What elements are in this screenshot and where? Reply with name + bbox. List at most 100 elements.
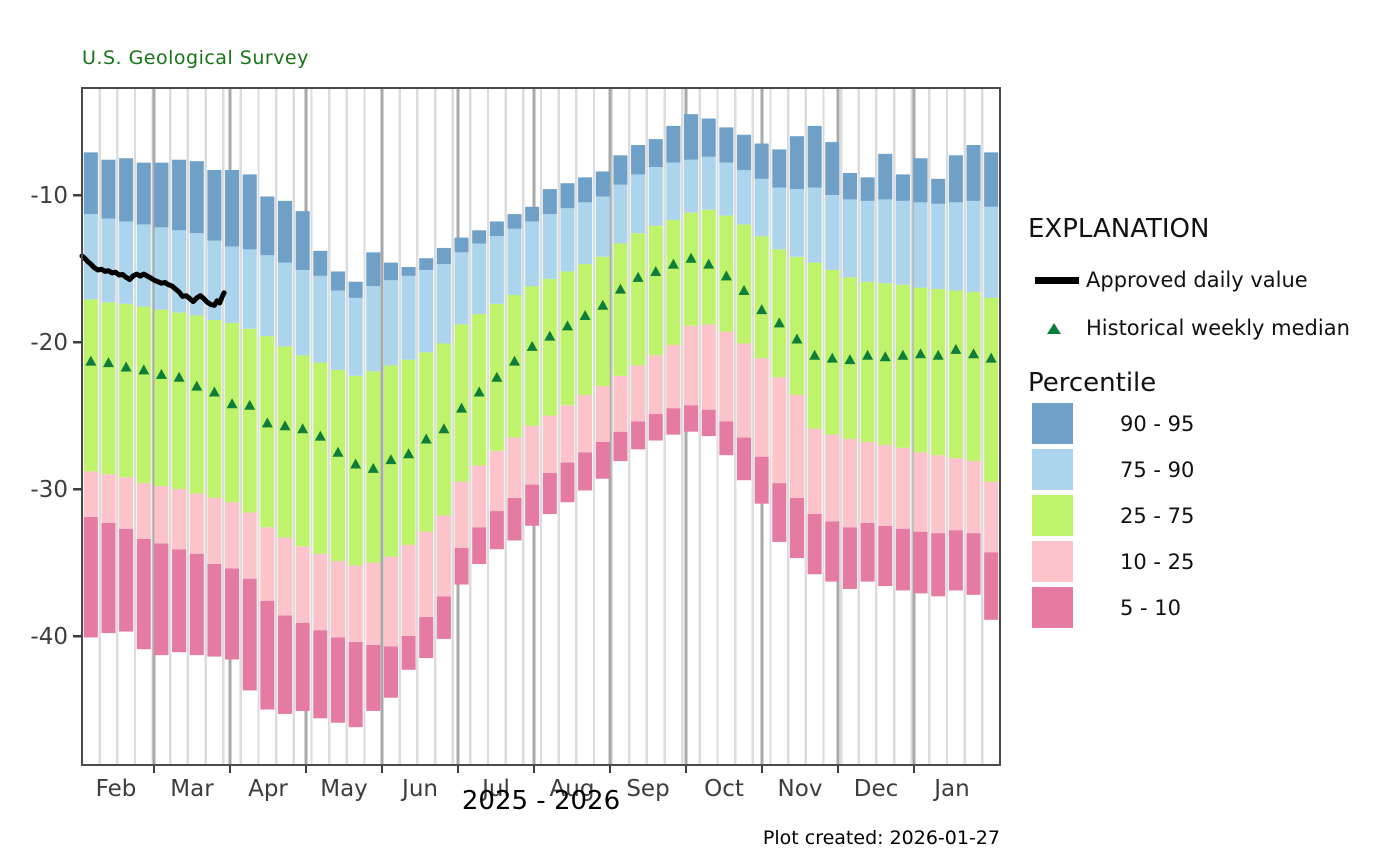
percentile-bar-week-4-band-25-75 [154, 309, 169, 487]
percentile-bar-week-34-band-5-10 [684, 405, 699, 432]
legend-title: EXPLANATION [1028, 214, 1210, 244]
percentile-bar-week-23-band-75-90 [489, 236, 504, 304]
median-triangle-week-7 [208, 386, 220, 397]
percentile-bar-week-37-band-5-10 [736, 437, 752, 481]
percentile-bar-week-41-band-90-95 [807, 125, 822, 188]
percentile-bar-week-39-band-25-75 [772, 249, 787, 378]
percentile-bar-week-50-band-10-25 [966, 461, 981, 534]
percentile-bar-week-7-band-5-10 [207, 563, 222, 657]
percentile-bar-week-33-band-5-10 [666, 408, 681, 435]
percentile-bar-week-10-band-75-90 [260, 255, 275, 337]
percentile-bar-week-1-band-10-25 [101, 474, 116, 523]
percentile-bar-week-25-band-5-10 [525, 484, 540, 526]
x-tick-label-nov: Nov [778, 776, 823, 802]
percentile-bar-week-12-band-25-75 [295, 355, 310, 547]
percentile-bar-week-33-band-25-75 [666, 219, 681, 345]
percentile-bar-week-29-band-10-25 [595, 386, 610, 442]
percentile-bar-week-31-band-75-90 [631, 174, 646, 234]
median-triangle-week-19 [420, 433, 432, 444]
median-triangle-week-34 [685, 252, 697, 263]
median-triangle-week-40 [791, 333, 803, 344]
median-triangle-week-6 [191, 380, 203, 391]
x-tick-label-jul: Jul [480, 776, 510, 802]
percentile-bar-week-14-band-5-10 [330, 637, 346, 723]
median-triangle-week-9 [244, 399, 256, 410]
percentile-bar-week-33-band-10-25 [666, 344, 681, 409]
percentile-bar-week-45-band-5-10 [878, 525, 893, 587]
percentile-bar-week-50-band-75-90 [966, 200, 981, 293]
percentile-bar-week-30-band-25-75 [613, 243, 628, 376]
median-triangle-week-51 [985, 352, 997, 363]
percentile-bar-week-37-band-90-95 [736, 134, 752, 171]
percentile-bar-week-11-band-10-25 [277, 537, 293, 616]
percentile-bar-week-13-band-25-75 [313, 362, 328, 554]
percentile-bar-week-47-band-90-95 [913, 158, 928, 203]
percentile-bar-week-46-band-25-75 [895, 284, 910, 448]
percentile-bar-week-43-band-90-95 [842, 172, 857, 200]
median-triangle-week-14 [332, 446, 344, 457]
y-tick-label: -20 [30, 330, 68, 356]
percentile-bar-week-20-band-5-10 [436, 596, 451, 639]
percentile-bar-week-43-band-10-25 [842, 439, 857, 528]
percentile-bar-week-11-band-90-95 [277, 200, 293, 263]
percentile-bar-week-35-band-10-25 [701, 324, 716, 410]
legend-band-25-75: 25 - 75 [1028, 495, 1400, 536]
percentile-bar-week-47-band-75-90 [913, 202, 928, 288]
percentile-bar-week-31-band-25-75 [631, 233, 646, 366]
percentile-bar-week-40-band-25-75 [789, 256, 805, 395]
percentile-bar-week-12-band-5-10 [295, 622, 310, 711]
percentile-bar-week-16-band-75-90 [366, 286, 381, 372]
percentile-bar-week-47-band-10-25 [913, 452, 928, 532]
percentile-bar-week-42-band-75-90 [825, 195, 840, 270]
percentile-bar-week-5-band-25-75 [172, 312, 187, 489]
percentile-bar-week-24-band-25-75 [507, 294, 522, 438]
percentile-bar-week-29-band-90-95 [595, 171, 610, 197]
percentile-bar-week-2-band-10-25 [119, 477, 134, 529]
percentile-bar-week-4-band-10-25 [154, 486, 169, 544]
x-tick-label-oct: Oct [704, 776, 744, 802]
y-tick-label: -40 [30, 624, 68, 650]
percentile-bar-week-3-band-90-95 [136, 162, 151, 225]
median-triangle-week-10 [261, 417, 273, 428]
percentile-bar-week-15-band-10-25 [348, 565, 363, 642]
percentile-bar-week-28-band-5-10 [578, 452, 593, 491]
percentile-bar-week-38-band-10-25 [754, 358, 769, 457]
percentile-bar-week-17-band-10-25 [383, 556, 398, 647]
percentile-bar-week-15-band-90-95 [348, 281, 363, 298]
legend-band-75-90: 75 - 90 [1028, 449, 1400, 490]
band-5-10-swatch [1032, 587, 1073, 628]
median-triangle-week-20 [438, 423, 450, 434]
percentile-bar-week-3-band-75-90 [136, 224, 151, 307]
percentile-bar-week-29-band-75-90 [595, 196, 610, 257]
median-triangle-week-36 [720, 270, 732, 281]
percentile-bar-week-5-band-5-10 [172, 549, 187, 653]
legend-band-90-95: 90 - 95 [1028, 403, 1400, 444]
percentile-bar-week-48-band-75-90 [931, 203, 946, 290]
percentile-bar-week-30-band-90-95 [613, 155, 628, 185]
percentile-bar-week-21-band-75-90 [454, 252, 469, 325]
percentile-bar-week-27-band-25-75 [560, 271, 575, 406]
percentile-bar-week-42-band-25-75 [825, 269, 840, 435]
percentile-bar-week-32-band-75-90 [648, 167, 663, 226]
band-10-25-swatch [1032, 541, 1073, 582]
band-90-95-label: 90 - 95 [1120, 411, 1195, 436]
percentile-bar-week-16-band-90-95 [366, 252, 381, 287]
median-triangle-week-33 [667, 258, 679, 269]
percentile-bar-week-7-band-10-25 [207, 497, 222, 564]
percentile-bar-week-9-band-90-95 [242, 174, 257, 250]
percentile-bar-week-21-band-5-10 [454, 547, 469, 585]
percentile-bar-week-23-band-5-10 [489, 511, 504, 550]
percentile-bar-week-13-band-75-90 [313, 275, 328, 363]
plot-title: U.S. Geological Survey [82, 47, 309, 69]
percentile-bar-week-5-band-10-25 [172, 489, 187, 550]
percentile-bar-week-43-band-5-10 [842, 527, 857, 589]
x-tick-label-dec: Dec [854, 776, 899, 802]
percentile-bar-week-15-band-5-10 [348, 641, 363, 728]
percentile-bar-week-29-band-5-10 [595, 441, 610, 479]
percentile-bar-week-28-band-25-75 [578, 264, 593, 395]
percentile-bar-week-9-band-10-25 [242, 512, 257, 579]
percentile-bar-week-42-band-90-95 [825, 142, 840, 195]
percentile-bar-week-20-band-90-95 [436, 247, 451, 265]
percentile-bar-week-32-band-10-25 [648, 355, 663, 415]
percentile-bar-week-48-band-10-25 [931, 455, 946, 534]
